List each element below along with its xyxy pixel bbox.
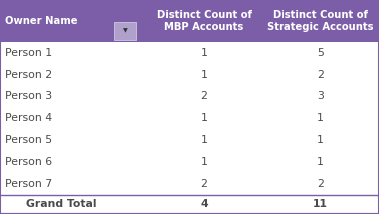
Text: 2: 2 — [200, 179, 208, 189]
Bar — [0, 195, 379, 214]
Text: 1: 1 — [317, 113, 324, 123]
Text: 1: 1 — [200, 48, 208, 58]
Text: 11: 11 — [313, 199, 328, 209]
Bar — [0, 173, 379, 195]
Text: Distinct Count of
MBP Accounts: Distinct Count of MBP Accounts — [157, 10, 252, 32]
Text: Grand Total: Grand Total — [26, 199, 97, 209]
Bar — [0, 107, 379, 129]
Text: 1: 1 — [200, 113, 208, 123]
Text: Person 3: Person 3 — [5, 91, 52, 101]
Bar — [0, 129, 379, 151]
Text: Distinct Count of
Strategic Accounts: Distinct Count of Strategic Accounts — [267, 10, 374, 32]
Text: 1: 1 — [317, 135, 324, 145]
Bar — [0, 64, 379, 85]
Text: Person 1: Person 1 — [5, 48, 52, 58]
Text: Person 7: Person 7 — [5, 179, 52, 189]
Text: Person 4: Person 4 — [5, 113, 52, 123]
FancyBboxPatch shape — [114, 22, 136, 40]
Bar — [0, 151, 379, 173]
Text: 1: 1 — [200, 135, 208, 145]
Text: 1: 1 — [200, 70, 208, 80]
Text: 5: 5 — [317, 48, 324, 58]
Text: Owner Name: Owner Name — [5, 16, 77, 26]
Text: 1: 1 — [200, 157, 208, 167]
Bar — [0, 0, 379, 42]
Text: Person 6: Person 6 — [5, 157, 52, 167]
Text: 1: 1 — [317, 157, 324, 167]
Text: 3: 3 — [317, 91, 324, 101]
Text: ▼: ▼ — [123, 28, 127, 34]
Bar — [0, 85, 379, 107]
Text: Person 2: Person 2 — [5, 70, 52, 80]
Text: 2: 2 — [200, 91, 208, 101]
Text: 2: 2 — [317, 179, 324, 189]
Text: 4: 4 — [200, 199, 208, 209]
Text: Person 5: Person 5 — [5, 135, 52, 145]
Bar — [0, 42, 379, 64]
Text: 2: 2 — [317, 70, 324, 80]
